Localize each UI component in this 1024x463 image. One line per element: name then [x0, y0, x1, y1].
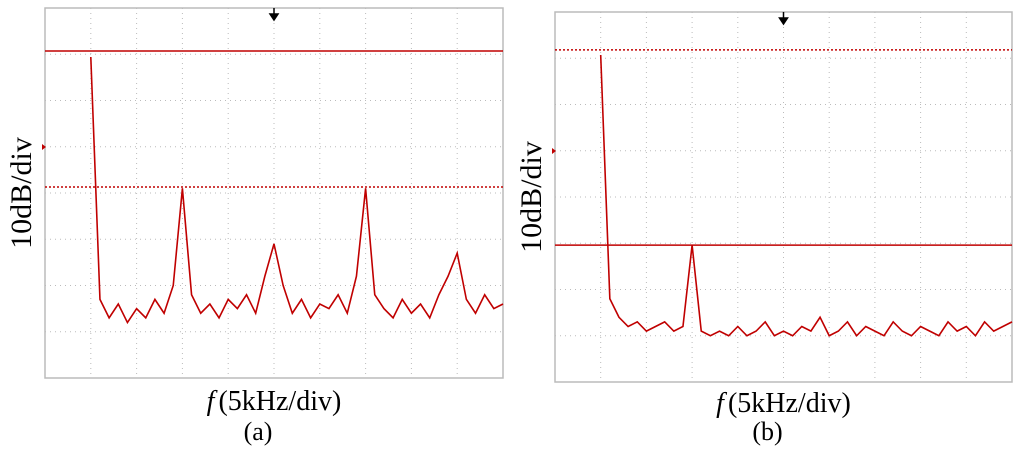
trigger-marker [268, 8, 280, 22]
panel-caption: (a) [244, 417, 273, 446]
x-axis-symbol: f [716, 388, 727, 419]
spectrum-line [90, 56, 504, 325]
x-axis-unit: (5kHz/div) [728, 388, 851, 419]
panel: 10dB/div f (5kHz/div)(b) [515, 11, 1013, 446]
y-axis-label: 10dB/div [515, 141, 548, 253]
x-axis-symbol: f [207, 386, 218, 417]
level-marker [42, 144, 46, 150]
panel: 10dB/div f (5kHz/div)(a) [5, 7, 504, 446]
x-axis-unit: (5kHz/div) [218, 386, 341, 417]
x-axis-label: f (5kHz/div) [716, 388, 851, 419]
level-marker [552, 148, 556, 154]
x-axis-label: f (5kHz/div) [207, 386, 342, 417]
trigger-marker [778, 12, 789, 26]
y-axis-label: 10dB/div [5, 137, 38, 249]
spectrum-line [599, 54, 1013, 338]
panel-caption: (b) [752, 417, 782, 446]
